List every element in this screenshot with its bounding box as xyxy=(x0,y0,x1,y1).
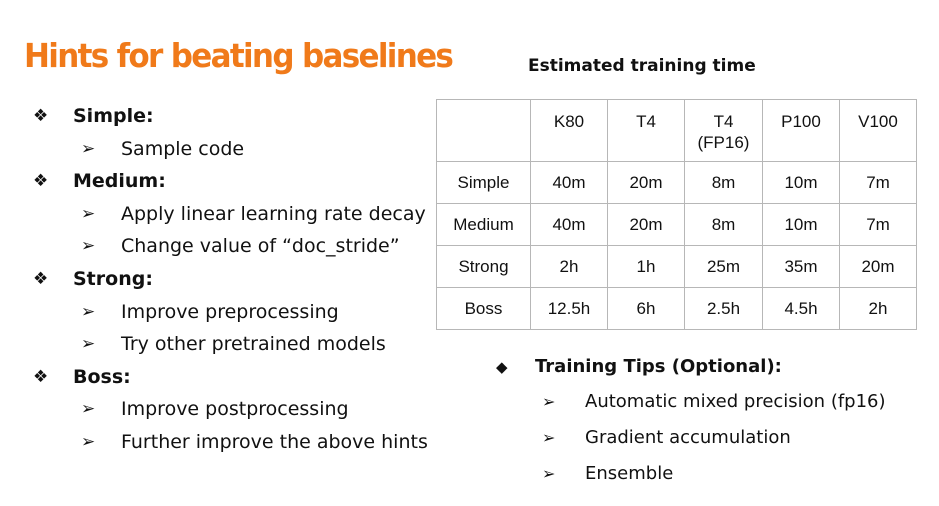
tip-text: Ensemble xyxy=(585,463,674,484)
arrow-bullet-icon: ➢ xyxy=(542,428,556,447)
diamond-bullet-icon: ❖ xyxy=(33,106,49,126)
table-cell: 8m xyxy=(684,203,763,246)
hint-subitem-text: Improve postprocessing xyxy=(121,398,349,420)
table-row: Boss 12.5h 6h 2.5h 4.5h 2h xyxy=(436,287,917,330)
table-cell: 20m xyxy=(839,245,917,288)
diamond-bullet-icon: ❖ xyxy=(33,171,49,191)
arrow-bullet-icon: ➢ xyxy=(81,139,96,159)
table-header-cell: T4 (FP16) xyxy=(684,99,763,162)
training-tips-title: Training Tips (Optional): xyxy=(535,356,782,377)
hint-subitem-text: Change value of “doc_stride” xyxy=(121,235,400,257)
table-cell: 6h xyxy=(607,287,685,330)
diamond-bullet-icon: ❖ xyxy=(33,367,49,387)
arrow-bullet-icon: ➢ xyxy=(81,334,96,354)
table-cell: 2.5h xyxy=(684,287,763,330)
table-cell: 20m xyxy=(607,203,685,246)
arrow-bullet-icon: ➢ xyxy=(542,392,556,411)
table-header-cell: V100 xyxy=(839,99,917,162)
diamond-bullet-icon: ❖ xyxy=(33,269,49,289)
table-cell: 2h xyxy=(839,287,917,330)
table-cell: 2h xyxy=(530,245,608,288)
hint-subitem-text: Try other pretrained models xyxy=(121,333,386,355)
arrow-bullet-icon: ➢ xyxy=(81,204,96,224)
table-cell: 10m xyxy=(762,203,840,246)
hint-level-label: Boss: xyxy=(73,366,131,388)
table-cell: 40m xyxy=(530,161,608,204)
tip-text: Automatic mixed precision (fp16) xyxy=(585,391,886,412)
table-caption: Estimated training time xyxy=(528,56,756,76)
table-cell: 7m xyxy=(839,203,917,246)
table-cell: 10m xyxy=(762,161,840,204)
table-header-row: K80 T4 T4 (FP16) P100 V100 xyxy=(436,99,917,162)
hint-subitem-text: Apply linear learning rate decay xyxy=(121,203,426,225)
hint-subitem-text: Further improve the above hints xyxy=(121,431,428,453)
slide-title: Hints for beating baselines xyxy=(24,36,454,75)
table-cell: 35m xyxy=(762,245,840,288)
arrow-bullet-icon: ➢ xyxy=(81,432,96,452)
table-cell: 4.5h xyxy=(762,287,840,330)
hint-subitem-text: Improve preprocessing xyxy=(121,301,339,323)
diamond-bullet-icon: ◆ xyxy=(496,358,508,376)
hint-subitem-text: Sample code xyxy=(121,138,245,160)
table-row-label: Boss xyxy=(436,287,531,330)
table-header-cell: K80 xyxy=(530,99,608,162)
table-cell: 40m xyxy=(530,203,608,246)
table-row: Simple 40m 20m 8m 10m 7m xyxy=(436,161,917,204)
table-cell: 25m xyxy=(684,245,763,288)
table-row-label: Medium xyxy=(436,203,531,246)
table-row: Medium 40m 20m 8m 10m 7m xyxy=(436,203,917,246)
table-cell: 7m xyxy=(839,161,917,204)
table-header-cell: P100 xyxy=(762,99,840,162)
hint-level-label: Medium: xyxy=(73,170,166,192)
table-header-cell xyxy=(436,99,531,162)
table-cell: 1h xyxy=(607,245,685,288)
table-row-label: Simple xyxy=(436,161,531,204)
arrow-bullet-icon: ➢ xyxy=(81,399,96,419)
arrow-bullet-icon: ➢ xyxy=(81,236,96,256)
table-cell: 8m xyxy=(684,161,763,204)
table-row: Strong 2h 1h 25m 35m 20m xyxy=(436,245,917,288)
table-cell: 12.5h xyxy=(530,287,608,330)
tip-text: Gradient accumulation xyxy=(585,427,791,448)
table-cell: 20m xyxy=(607,161,685,204)
training-time-table: K80 T4 T4 (FP16) P100 V100 Simple 40m 20… xyxy=(436,99,917,330)
table-header-cell: T4 xyxy=(607,99,685,162)
arrow-bullet-icon: ➢ xyxy=(81,302,96,322)
hint-level-label: Simple: xyxy=(73,105,154,127)
table-row-label: Strong xyxy=(436,245,531,288)
arrow-bullet-icon: ➢ xyxy=(542,464,556,483)
hint-level-label: Strong: xyxy=(73,268,153,290)
